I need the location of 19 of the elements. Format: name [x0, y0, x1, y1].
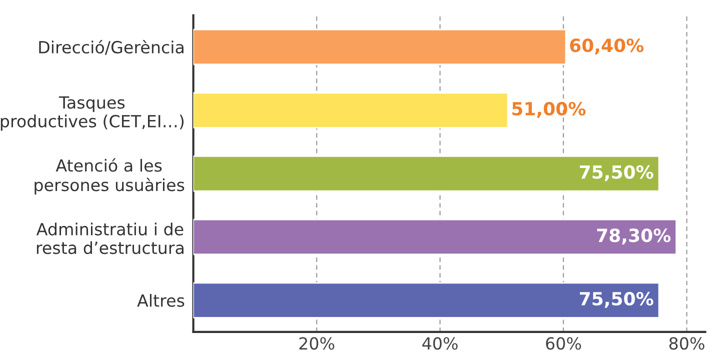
- y-tick-label: Altres: [137, 294, 184, 307]
- bar: [193, 282, 660, 318]
- bar: [193, 92, 509, 128]
- bar: [193, 156, 660, 192]
- data-label: 75,50%: [580, 165, 654, 182]
- y-tick-label: Administratiu i de resta d’estructura: [36, 222, 184, 254]
- y-tick-label: Direcció/Gerència: [39, 40, 184, 55]
- bar: [193, 218, 677, 256]
- data-label: 60,40%: [570, 38, 644, 55]
- data-label: 51,00%: [512, 102, 586, 118]
- data-label: 75,50%: [580, 292, 654, 308]
- x-tick-label: 80%: [669, 337, 704, 350]
- y-tick-label: Tasques productives (CET,EI…): [0, 96, 184, 131]
- x-tick-label: 40%: [422, 337, 458, 350]
- x-tick-label: 60%: [546, 337, 581, 350]
- y-tick-label: Atenció a les persones usuàries: [34, 158, 184, 194]
- data-label: 78,30%: [597, 228, 671, 245]
- x-tick-label: 20%: [299, 337, 334, 350]
- bar: [193, 28, 567, 66]
